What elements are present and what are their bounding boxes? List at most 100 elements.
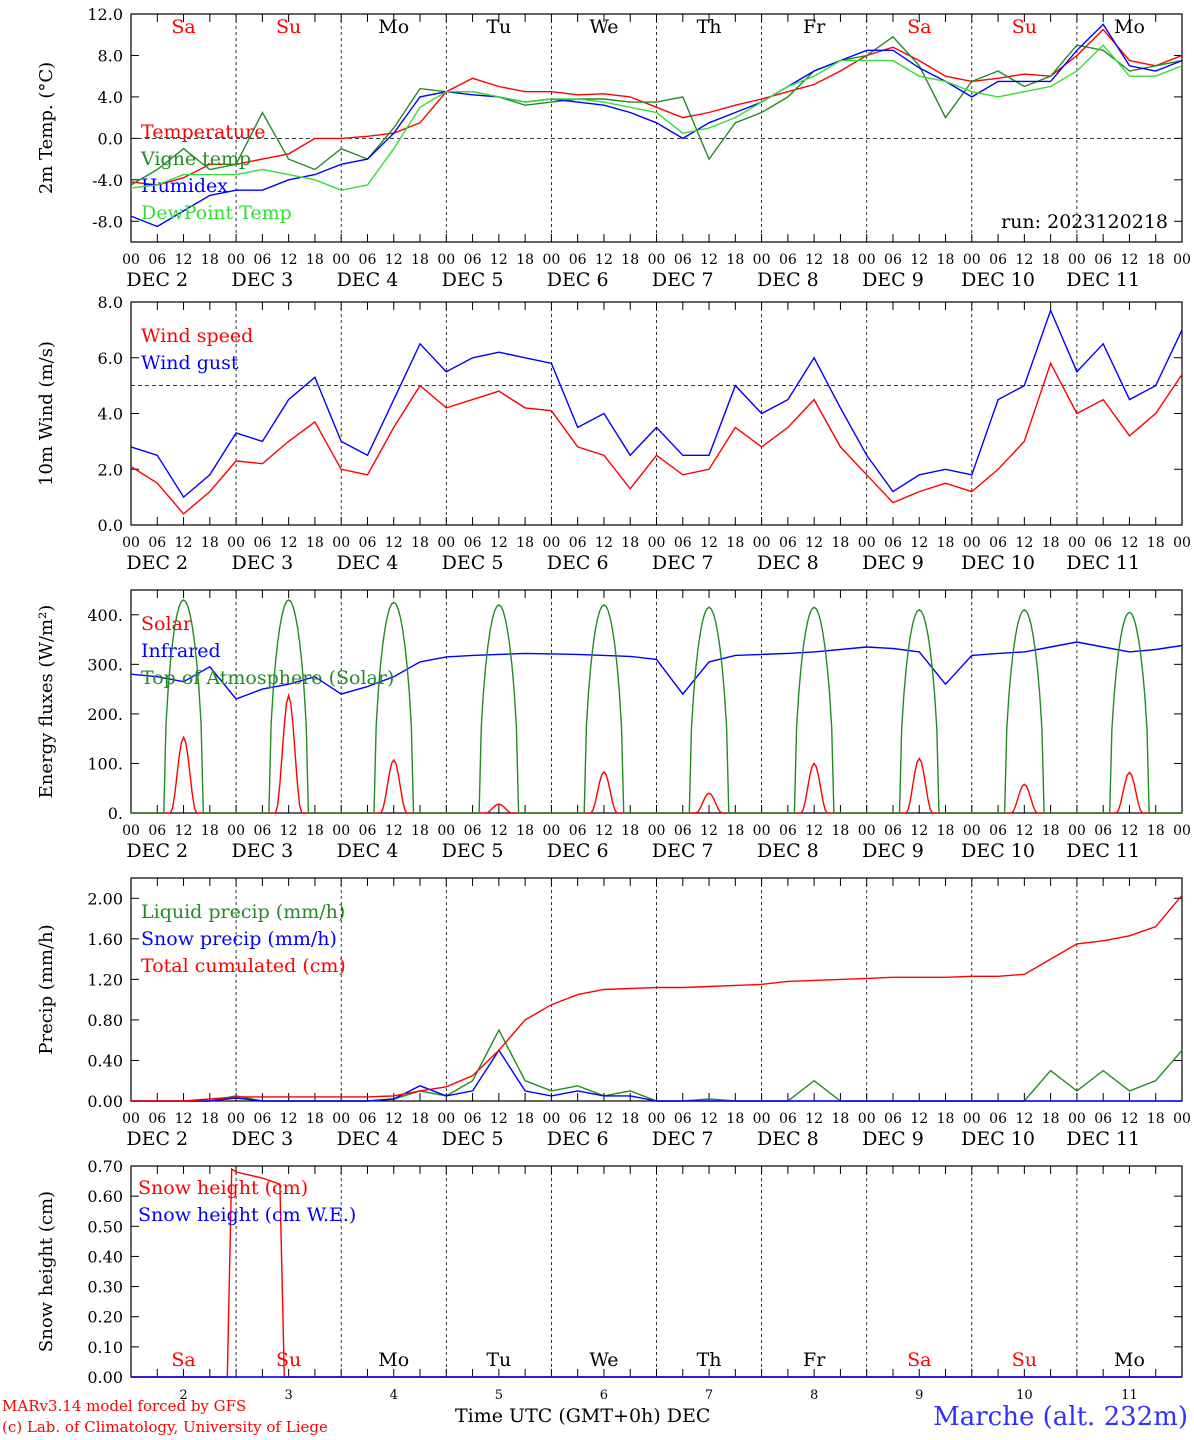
hour-label: 00 [1173,1111,1191,1127]
hour-label: 18 [832,535,850,551]
hour-label: 12 [1015,535,1033,551]
panel-5: 0.00 0.10 0.20 0.30 0.40 0.50 0.60 0.70 Snow hei… [36,1157,1183,1403]
y-tick-label: 0.00 [87,1092,123,1111]
hour-label: 06 [148,823,166,839]
hour-label: 06 [253,1111,271,1127]
hour-label: 00 [122,1111,140,1127]
day-label: DEC 2 [126,840,188,862]
day-label: DEC 7 [652,1128,714,1150]
hour-label: 18 [726,252,744,268]
day-number: 9 [915,1388,923,1403]
y-tick-label: 0. [108,804,123,823]
hour-label: 06 [989,1111,1007,1127]
y-tick-label: 8.0 [98,46,123,65]
hour-label: 00 [1068,823,1086,839]
hour-label: 18 [937,535,955,551]
day-label: DEC 11 [1066,552,1140,574]
weekday-label: Tu [486,1349,511,1371]
day-number: 8 [810,1388,818,1403]
panel-4: 0.00 0.40 0.80 1.20 1.60 2.00 Precip (mm/h) 00 0… [36,877,1191,1150]
hour-label: 18 [1042,823,1060,839]
hour-label: 06 [464,823,482,839]
hour-label: 00 [1068,252,1086,268]
day-label: DEC 6 [547,840,609,862]
y-tick-label: 0.40 [87,1051,123,1070]
hour-label: 12 [280,252,298,268]
hour-label: 12 [1015,823,1033,839]
y-tick-label: 0.0 [98,129,123,148]
hour-label: 06 [569,252,587,268]
hour-label: 18 [1147,1111,1165,1127]
legend-entry: Total cumulated (cm) [141,955,346,977]
day-number: 6 [600,1388,608,1403]
x-axis-label: Time UTC (GMT+0h) DEC [455,1405,711,1427]
hour-label: 06 [674,1111,692,1127]
y-tick-label: 0.70 [87,1157,123,1176]
hour-label: 06 [1094,535,1112,551]
hour-label: 18 [516,823,534,839]
hour-label: 00 [963,252,981,268]
day-label: DEC 9 [862,269,924,291]
hour-label: 12 [700,823,718,839]
hour-label: 12 [910,252,928,268]
hour-label: 06 [148,252,166,268]
series-line [130,641,1183,700]
hour-label: 18 [411,1111,429,1127]
y-tick-label: 0.20 [87,1308,123,1327]
hour-label: 06 [569,535,587,551]
hour-label: 06 [779,252,797,268]
day-label: DEC 7 [652,269,714,291]
series-line [130,308,1183,499]
hour-label: 06 [464,1111,482,1127]
hour-label: 12 [910,1111,928,1127]
hour-label: 00 [753,823,771,839]
hour-label: 12 [385,535,403,551]
hour-label: 00 [437,823,455,839]
legend-entry: Vigne temp [140,148,251,170]
day-label: DEC 10 [961,840,1035,862]
hour-label: 00 [542,823,560,839]
day-number: 4 [390,1388,398,1403]
hour-label: 06 [359,535,377,551]
legend-entry: Infrared [141,640,221,662]
hour-label: 12 [385,823,403,839]
y-tick-label: -4.0 [92,171,123,190]
day-label: DEC 7 [652,840,714,862]
hour-label: 00 [227,535,245,551]
hour-label: 18 [1147,252,1165,268]
y-tick-label: -8.0 [92,212,123,231]
weekday-label: Th [697,16,722,38]
weekday-label: Sa [171,16,195,38]
hour-label: 18 [832,823,850,839]
hour-label: 00 [332,1111,350,1127]
y-tick-label: 2.00 [87,889,123,908]
y-tick-label: 0.10 [87,1338,123,1357]
day-label: DEC 2 [126,552,188,574]
hour-label: 18 [1147,535,1165,551]
hour-label: 00 [332,252,350,268]
hour-label: 06 [359,823,377,839]
hour-label: 00 [963,823,981,839]
hour-label: 18 [1042,535,1060,551]
panel-3: 0. 100. 200. 300. 400. Energy fluxes (W/m²) 00… [36,589,1191,862]
hour-label: 18 [516,1111,534,1127]
y-tick-label: 6.0 [98,349,123,368]
day-number: 10 [1016,1388,1033,1403]
hour-label: 18 [516,252,534,268]
legend-entry: Wind gust [141,352,239,374]
day-label: DEC 3 [231,269,293,291]
hour-label: 06 [884,252,902,268]
hour-label: 06 [359,1111,377,1127]
hour-label: 12 [175,823,193,839]
hour-label: 00 [648,252,666,268]
hour-label: 18 [937,1111,955,1127]
weekday-label: Mo [378,1349,409,1371]
hour-label: 06 [253,535,271,551]
hour-label: 06 [464,535,482,551]
weekday-label: Su [276,16,301,38]
hour-label: 06 [148,535,166,551]
series-line [131,1049,1182,1102]
hour-label: 00 [1173,252,1191,268]
hour-label: 12 [280,535,298,551]
